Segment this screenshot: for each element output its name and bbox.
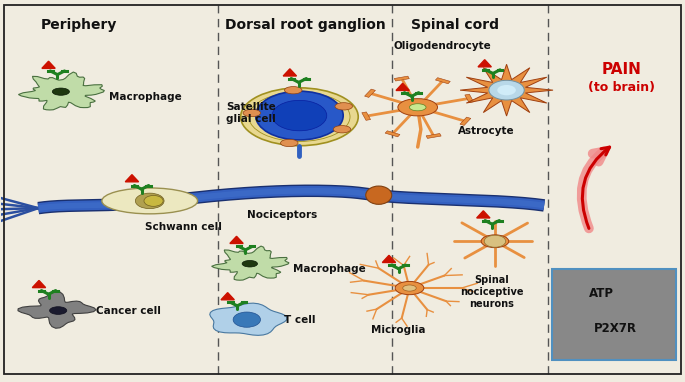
Ellipse shape: [242, 261, 258, 267]
Polygon shape: [18, 72, 104, 110]
Polygon shape: [210, 303, 287, 335]
Text: Oligodendrocyte: Oligodendrocyte: [393, 41, 491, 51]
Ellipse shape: [366, 186, 392, 204]
Polygon shape: [283, 69, 297, 76]
Ellipse shape: [335, 103, 353, 110]
FancyArrowPatch shape: [582, 152, 603, 228]
Ellipse shape: [144, 196, 163, 206]
Polygon shape: [42, 61, 55, 68]
Polygon shape: [426, 133, 441, 138]
Polygon shape: [364, 89, 375, 97]
Circle shape: [484, 235, 506, 247]
Text: ATP: ATP: [589, 287, 614, 300]
Text: Cancer cell: Cancer cell: [97, 306, 161, 316]
Text: Spinal
nociceptive
neurons: Spinal nociceptive neurons: [460, 275, 523, 309]
Ellipse shape: [240, 88, 358, 146]
Text: PAIN: PAIN: [601, 62, 641, 77]
Ellipse shape: [49, 307, 67, 314]
Ellipse shape: [334, 126, 351, 133]
Text: Spinal cord: Spinal cord: [411, 18, 499, 32]
Text: Schwann cell: Schwann cell: [145, 222, 223, 232]
Ellipse shape: [52, 88, 69, 95]
Text: Periphery: Periphery: [41, 18, 118, 32]
Polygon shape: [230, 236, 243, 243]
Polygon shape: [362, 112, 371, 120]
Polygon shape: [125, 175, 138, 182]
Circle shape: [256, 91, 343, 140]
Text: (to brain): (to brain): [588, 81, 655, 94]
Polygon shape: [477, 211, 490, 218]
Polygon shape: [32, 280, 46, 288]
FancyArrowPatch shape: [582, 147, 610, 228]
Text: Macrophage: Macrophage: [293, 264, 366, 274]
Polygon shape: [465, 94, 473, 103]
Polygon shape: [436, 78, 450, 84]
Ellipse shape: [243, 109, 260, 117]
Ellipse shape: [481, 235, 509, 248]
Polygon shape: [18, 291, 96, 328]
Polygon shape: [396, 83, 410, 91]
Polygon shape: [460, 117, 471, 125]
Circle shape: [272, 100, 327, 131]
Ellipse shape: [398, 99, 438, 116]
Text: P2X7R: P2X7R: [594, 322, 637, 335]
Polygon shape: [395, 76, 409, 81]
Polygon shape: [221, 293, 234, 300]
Ellipse shape: [136, 193, 164, 209]
FancyBboxPatch shape: [551, 269, 676, 360]
Ellipse shape: [395, 282, 424, 295]
Ellipse shape: [284, 87, 302, 94]
Ellipse shape: [102, 188, 197, 214]
Ellipse shape: [249, 92, 350, 141]
Text: T cell: T cell: [284, 316, 316, 325]
Circle shape: [489, 80, 524, 100]
Ellipse shape: [281, 139, 298, 147]
Polygon shape: [460, 64, 553, 116]
Text: Macrophage: Macrophage: [109, 92, 182, 102]
Circle shape: [497, 85, 516, 96]
Polygon shape: [212, 246, 289, 280]
Polygon shape: [382, 255, 396, 262]
Polygon shape: [385, 131, 400, 137]
Ellipse shape: [403, 285, 416, 291]
Text: Dorsal root ganglion: Dorsal root ganglion: [225, 18, 385, 32]
Text: Nociceptors: Nociceptors: [247, 210, 317, 220]
Ellipse shape: [410, 104, 426, 111]
Polygon shape: [478, 60, 491, 67]
Text: Satellite
glial cell: Satellite glial cell: [226, 102, 276, 124]
Text: Astrocyte: Astrocyte: [458, 126, 514, 136]
Circle shape: [233, 312, 260, 327]
Text: Microglia: Microglia: [371, 325, 425, 335]
Polygon shape: [564, 288, 578, 296]
